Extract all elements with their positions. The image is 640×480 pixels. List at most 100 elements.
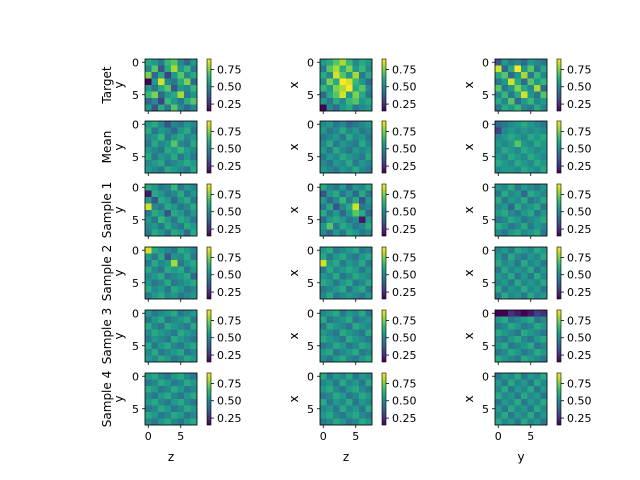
heatmap-cell: [151, 134, 159, 141]
heatmap-cell: [365, 316, 373, 324]
heatmap-cell: [190, 197, 198, 204]
heatmap-cell: [151, 399, 159, 406]
panel-frame: [319, 183, 373, 237]
heatmap-cell: [534, 203, 541, 211]
heatmap-cell: [508, 392, 515, 400]
heatmap-cell: [171, 197, 178, 204]
heatmap-cell: [501, 349, 509, 356]
heatmap-cell: [501, 412, 509, 419]
heatmap-cell: [508, 190, 515, 198]
y-tick-label: 5: [307, 340, 314, 353]
y-tick-label: 5: [482, 277, 489, 290]
heatmap-cell: [164, 104, 172, 112]
heatmap-cell: [540, 72, 548, 79]
heatmap-cell: [346, 399, 353, 406]
heatmap-cell: [184, 140, 191, 148]
heatmap-cell: [158, 147, 165, 154]
panel-frame: [494, 183, 548, 237]
heatmap-cell: [339, 323, 347, 330]
heatmap-cell: [514, 78, 522, 86]
heatmap-cell: [534, 405, 541, 413]
colorbar-tick-label: 0.25: [567, 286, 592, 299]
heatmap-cell: [365, 373, 373, 380]
heatmap-cell: [158, 379, 165, 387]
heatmap-cell: [365, 247, 373, 254]
heatmap-cell: [508, 349, 515, 356]
heatmap-cell: [339, 223, 347, 230]
heatmap-cell: [359, 349, 366, 356]
heatmap-cell: [521, 223, 528, 230]
heatmap-cell: [501, 399, 509, 406]
heatmap-cell: [145, 166, 152, 174]
heatmap-cell: [346, 355, 353, 363]
heatmap-cell: [527, 203, 535, 211]
heatmap-cell: [514, 405, 522, 413]
heatmap-cell: [346, 216, 353, 224]
heatmap-cell: [190, 160, 198, 167]
row-label: Mean: [100, 131, 114, 164]
heatmap-cell: [184, 412, 191, 419]
heatmap-cell: [534, 78, 541, 86]
heatmap-cell: [184, 104, 191, 112]
heatmap-cell: [534, 134, 541, 141]
heatmap-cell: [190, 253, 198, 261]
heatmap-cell: [365, 253, 373, 261]
heatmap-cell: [365, 216, 373, 224]
heatmap-cell: [352, 323, 360, 330]
heatmap-cell: [527, 247, 535, 254]
colorbar-tick-label: 0.50: [567, 395, 592, 408]
heatmap-cell: [333, 127, 340, 135]
heatmap-cell: [158, 349, 165, 356]
heatmap-cell: [333, 286, 340, 293]
heatmap-cell: [501, 329, 509, 337]
heatmap-cell: [184, 310, 191, 317]
heatmap-cell: [352, 104, 360, 112]
heatmap-cell: [346, 310, 353, 317]
heatmap-cell: [534, 336, 541, 343]
heatmap-cell: [521, 127, 528, 135]
heatmap-cell: [339, 412, 347, 419]
heatmap-cell: [521, 140, 528, 148]
heatmap-cell: [326, 160, 334, 167]
heatmap-cell: [145, 190, 152, 198]
heatmap-cell: [171, 355, 178, 363]
heatmap-cell: [346, 279, 353, 287]
heatmap-panel: 0 5x 0.25 0.50 0.75: [287, 118, 417, 176]
heatmap-cell: [508, 316, 515, 324]
heatmap-cell: [171, 405, 178, 413]
heatmap-cell: [326, 203, 334, 211]
heatmap-cell: [534, 260, 541, 267]
heatmap-cell: [326, 210, 334, 217]
heatmap-cell: [145, 59, 152, 66]
heatmap-cell: [145, 286, 152, 293]
heatmap-cell: [190, 140, 198, 148]
heatmap-cell: [534, 229, 541, 237]
heatmap-cell: [495, 418, 502, 426]
heatmap-cell: [333, 121, 340, 128]
heatmap-panel: 0 5x 0.25 0.50 0.75: [287, 56, 417, 114]
heatmap-cell: [365, 229, 373, 237]
heatmap-cell: [333, 104, 340, 112]
heatmap-cell: [352, 253, 360, 261]
heatmap-cell: [145, 72, 152, 79]
heatmap-cell: [540, 253, 548, 261]
heatmap-cell: [184, 399, 191, 406]
heatmap-cell: [508, 399, 515, 406]
heatmap-cell: [540, 292, 548, 300]
heatmap-cell: [359, 153, 366, 161]
heatmap-cell: [158, 65, 165, 73]
heatmap-cell: [540, 190, 548, 198]
heatmap-cell: [534, 85, 541, 92]
heatmap-cell: [514, 91, 522, 99]
heatmap-cell: [145, 253, 152, 261]
heatmap-cell: [184, 349, 191, 356]
heatmap-cell: [346, 418, 353, 426]
heatmap-cell: [171, 247, 178, 254]
heatmap-cell: [145, 355, 152, 363]
heatmap-cell: [164, 386, 172, 393]
heatmap-cell: [177, 127, 185, 135]
heatmap-cell: [540, 121, 548, 128]
heatmap-cell: [320, 59, 327, 66]
heatmap-cell: [534, 349, 541, 356]
